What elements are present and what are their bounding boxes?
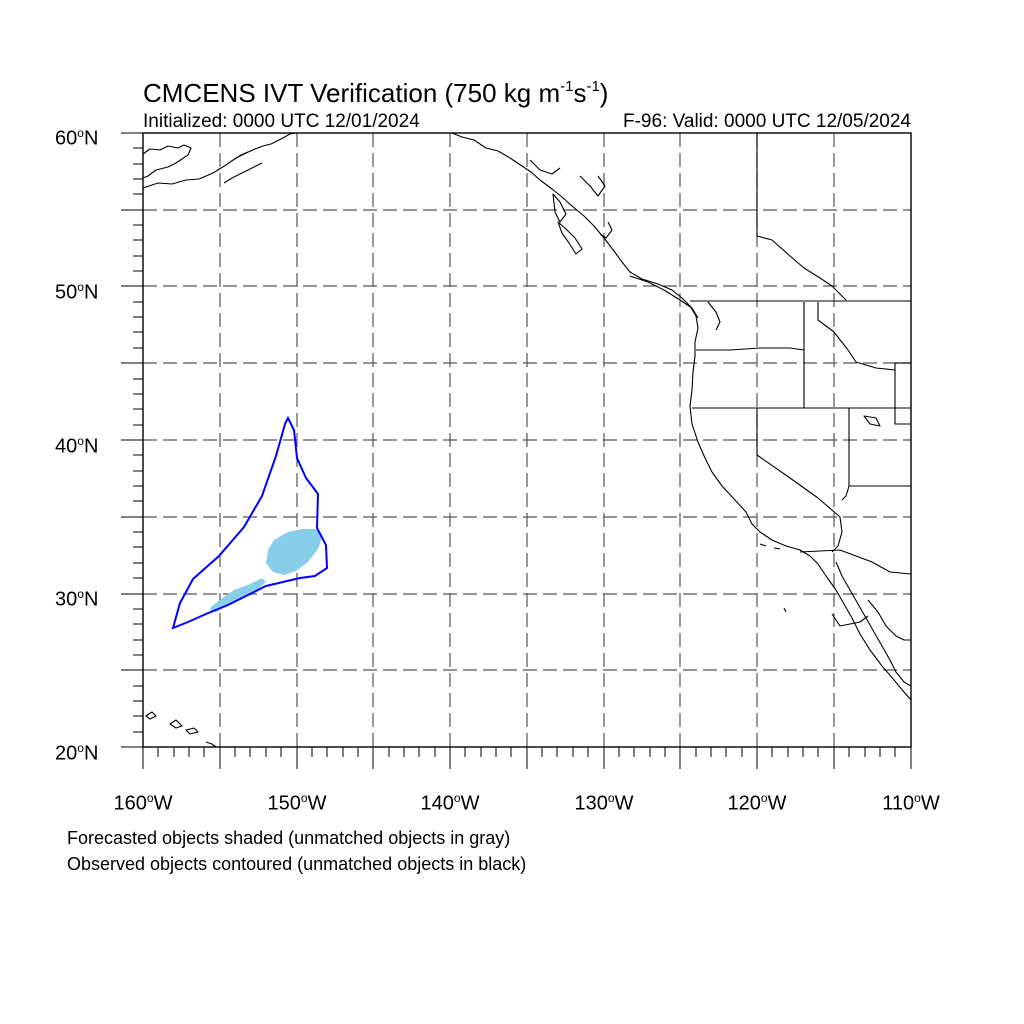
forecast-object-main xyxy=(266,529,322,575)
lon-label-110: 110oW xyxy=(882,791,940,815)
lon-label-160: 160oW xyxy=(113,791,173,815)
lon-label-120: 120oW xyxy=(727,791,787,815)
lon-label-150: 150oW xyxy=(267,791,327,815)
initialized-time: Initialized: 0000 UTC 12/01/2024 xyxy=(143,111,420,132)
forecast-legend-note: Forecasted objects shaded (unmatched obj… xyxy=(67,828,511,848)
graticule xyxy=(143,133,911,747)
lat-label-50: 50oN xyxy=(55,280,99,304)
forecast-objects xyxy=(210,529,322,612)
observed-object-contour xyxy=(171,415,329,630)
lon-label-140: 140oW xyxy=(420,791,480,815)
tick-marks xyxy=(121,132,912,769)
lon-label-130: 130oW xyxy=(574,791,634,815)
coastlines xyxy=(142,132,912,748)
map-title: CMCENS IVT Verification (750 kg m-1s-1) xyxy=(143,78,609,108)
lat-label-60: 60oN xyxy=(55,126,99,150)
lat-label-30: 30oN xyxy=(55,587,99,611)
lat-label-40: 40oN xyxy=(55,434,99,458)
observed-legend-note: Observed objects contoured (unmatched ob… xyxy=(67,854,527,874)
lat-label-20: 20oN xyxy=(55,741,99,765)
forecast-object-tail xyxy=(210,578,266,612)
valid-time: F-96: Valid: 0000 UTC 12/05/2024 xyxy=(623,111,911,132)
